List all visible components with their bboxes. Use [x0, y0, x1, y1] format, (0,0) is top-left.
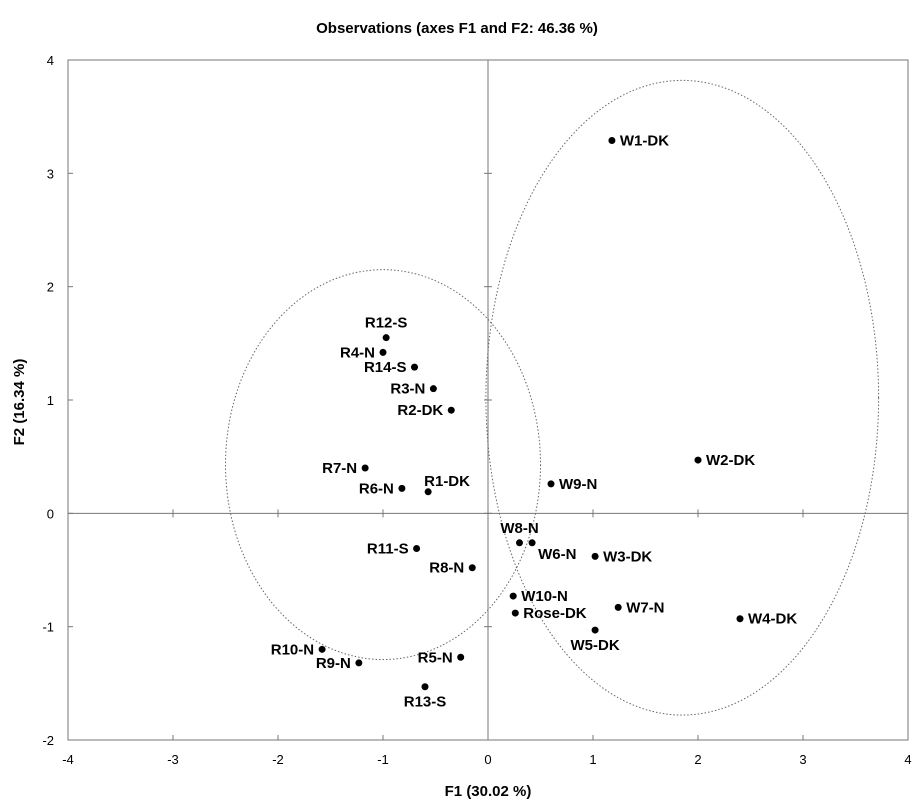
data-label: R4-N	[340, 344, 375, 361]
data-points: W1-DK W2-DK W3-DK W4-DK W5-DK W6-N W7-N W8-N W9-…	[271, 132, 798, 710]
data-point	[528, 539, 536, 547]
axis-ticks: -4 -3 -2 -1 0 1 2 3 4 -2 -1 0 1 2 3 4	[42, 53, 911, 767]
data-point	[318, 645, 326, 653]
data-point	[509, 592, 517, 600]
data-label: W6-N	[538, 546, 576, 563]
data-label: W5-DK	[571, 637, 620, 654]
data-label: R9-N	[316, 655, 351, 672]
x-tick-label: 4	[904, 752, 911, 767]
data-point	[355, 659, 363, 667]
data-label: W10-N	[521, 588, 568, 605]
x-tick-label: 3	[799, 752, 806, 767]
x-axis-label: F1 (30.02 %)	[445, 783, 532, 800]
data-label: W8-N	[500, 520, 538, 537]
y-tick-label: 4	[47, 53, 54, 68]
data-point	[511, 609, 519, 617]
data-label: R8-N	[429, 560, 464, 577]
red-wine-cluster-ellipse	[225, 269, 541, 661]
data-label: R3-N	[390, 381, 425, 398]
data-point	[379, 348, 387, 356]
data-label: R1-DK	[424, 473, 470, 490]
data-point	[608, 136, 616, 144]
white-wine-cluster-ellipse	[485, 79, 880, 716]
data-point	[736, 615, 744, 623]
chart-title: Observations (axes F1 and F2: 46.36 %)	[316, 20, 598, 37]
data-point	[424, 488, 432, 496]
data-point	[694, 456, 702, 464]
data-label: R2-DK	[397, 402, 443, 419]
y-tick-label: 2	[47, 280, 54, 295]
cluster-ellipses	[225, 79, 880, 716]
data-label: R14-S	[364, 359, 407, 376]
data-label: W9-N	[559, 476, 597, 493]
data-point	[413, 544, 421, 552]
x-tick-label: 0	[484, 752, 491, 767]
data-label: Rose-DK	[523, 605, 587, 622]
y-tick-label: -1	[42, 620, 54, 635]
data-point	[468, 564, 476, 572]
data-point	[398, 484, 406, 492]
y-tick-label: 3	[47, 166, 54, 181]
y-axis-label: F2 (16.34 %)	[11, 359, 28, 446]
data-point	[614, 603, 622, 611]
data-point	[429, 385, 437, 393]
data-label: W4-DK	[748, 611, 797, 628]
data-point	[516, 539, 523, 547]
data-point	[591, 626, 599, 634]
data-label: R10-N	[271, 641, 314, 658]
data-point	[411, 363, 418, 371]
x-tick-label: 2	[694, 752, 701, 767]
data-point	[421, 683, 429, 691]
y-tick-label: 1	[47, 393, 54, 408]
data-label: R6-N	[359, 480, 394, 497]
x-tick-label: 1	[589, 752, 596, 767]
y-tick-label: -2	[42, 733, 54, 748]
x-tick-label: -4	[62, 752, 74, 767]
data-point	[447, 406, 455, 414]
x-tick-label: -2	[272, 752, 284, 767]
data-label: R7-N	[322, 460, 357, 477]
data-label: W1-DK	[620, 132, 669, 149]
data-label: W3-DK	[603, 548, 652, 565]
data-label: R12-S	[365, 315, 408, 332]
data-point	[591, 552, 599, 560]
data-label: R5-N	[418, 649, 453, 666]
data-label: W7-N	[626, 599, 664, 616]
data-label: W2-DK	[706, 452, 755, 469]
x-tick-label: -3	[167, 752, 179, 767]
y-tick-label: 0	[47, 506, 54, 521]
data-label: R13-S	[404, 694, 447, 711]
data-point	[457, 653, 465, 661]
x-tick-label: -1	[377, 752, 389, 767]
data-label: R11-S	[367, 540, 409, 557]
data-point	[361, 464, 369, 472]
data-point	[547, 480, 555, 488]
data-point	[382, 334, 390, 342]
